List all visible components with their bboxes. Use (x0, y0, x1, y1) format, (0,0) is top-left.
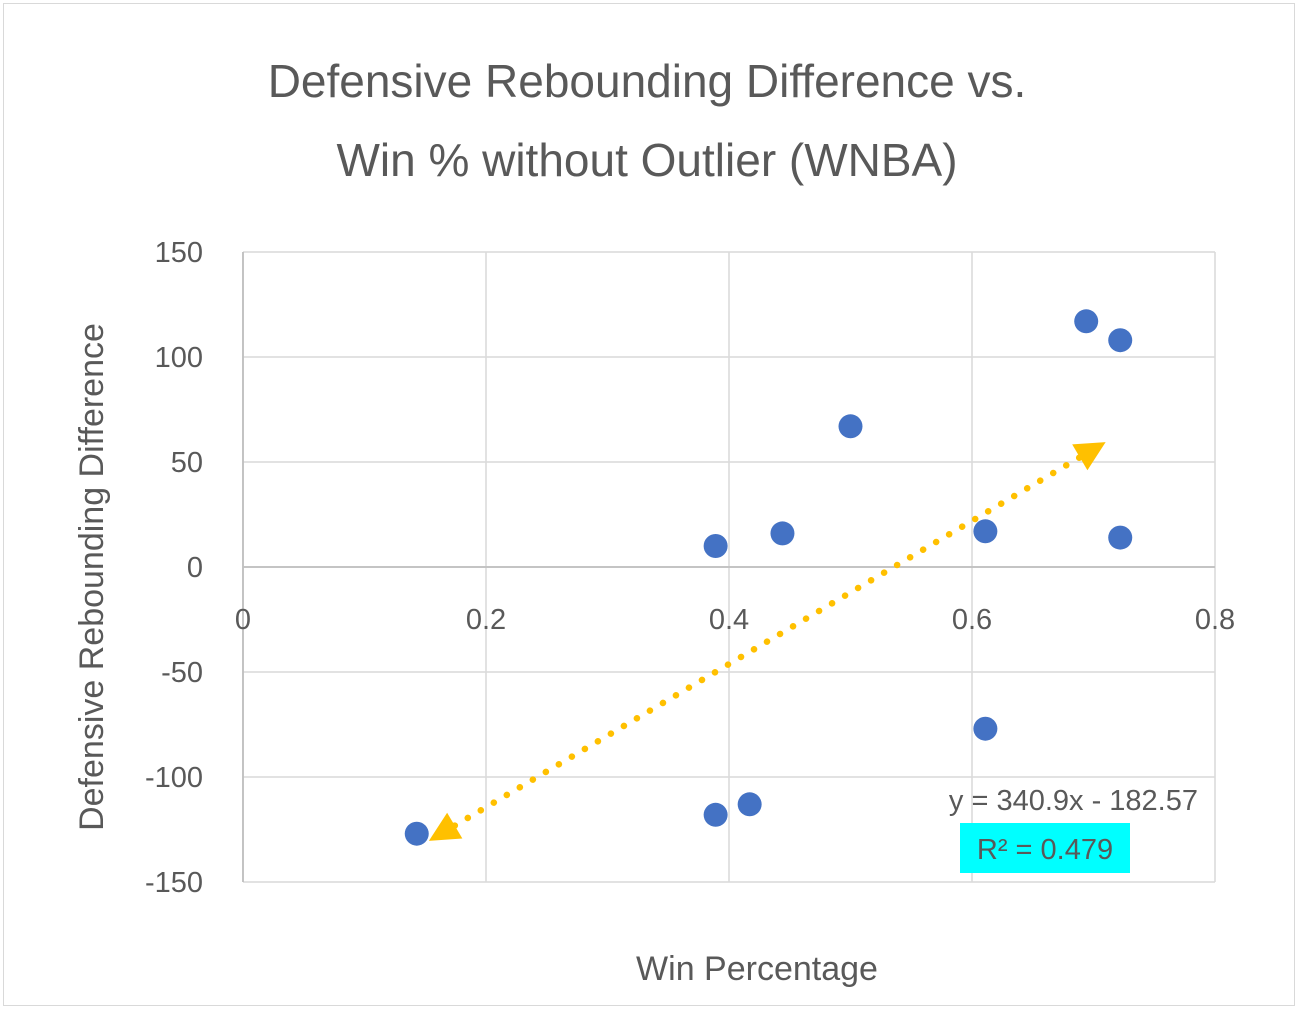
trendline (428, 442, 1106, 841)
data-point (770, 521, 795, 546)
chart-title-line-1: Defensive Rebounding Difference vs. (268, 55, 1027, 107)
x-axis-title: Win Percentage (636, 950, 878, 988)
r2-highlight (960, 823, 1130, 873)
data-point (1108, 328, 1133, 353)
x-tick-label: 0.8 (1195, 604, 1235, 636)
x-tick-label: 0.2 (466, 604, 506, 636)
x-tick-label: 0 (235, 604, 251, 636)
chart-title-line-2: Win % without Outlier (WNBA) (336, 134, 957, 186)
data-point (1074, 309, 1099, 334)
data-point (973, 519, 998, 544)
trendline-arrow-end (1072, 442, 1106, 471)
y-tick-label: 0 (187, 552, 203, 584)
data-point (838, 414, 863, 439)
x-tick-label: 0.6 (952, 604, 992, 636)
data-point (703, 802, 728, 827)
trendline-r2: R² = 0.479 (977, 834, 1113, 866)
y-tick-label: -50 (161, 657, 203, 689)
y-tick-label: -100 (145, 762, 203, 794)
data-point (1108, 525, 1133, 550)
axes (242, 252, 1215, 882)
data-point (737, 792, 762, 817)
data-point (973, 716, 998, 741)
y-tick-labels: 150 100 50 0 -50 -100 -150 (145, 237, 203, 899)
data-point (404, 821, 429, 846)
trendline-path (451, 454, 1084, 829)
trendline-arrow-start (428, 812, 463, 841)
y-axis-title: Defensive Rebounding Difference (73, 323, 111, 831)
data-points (404, 309, 1133, 846)
data-point (703, 534, 728, 558)
y-tick-label: -150 (145, 867, 203, 899)
x-tick-label: 0.4 (709, 604, 749, 636)
trendline-equation: y = 340.9x - 182.57 (949, 785, 1198, 817)
y-tick-label: 100 (155, 342, 203, 374)
y-tick-label: 150 (155, 237, 203, 269)
x-tick-labels: 0 0.2 0.4 0.6 0.8 (235, 604, 1235, 636)
y-tick-label: 50 (171, 447, 203, 479)
